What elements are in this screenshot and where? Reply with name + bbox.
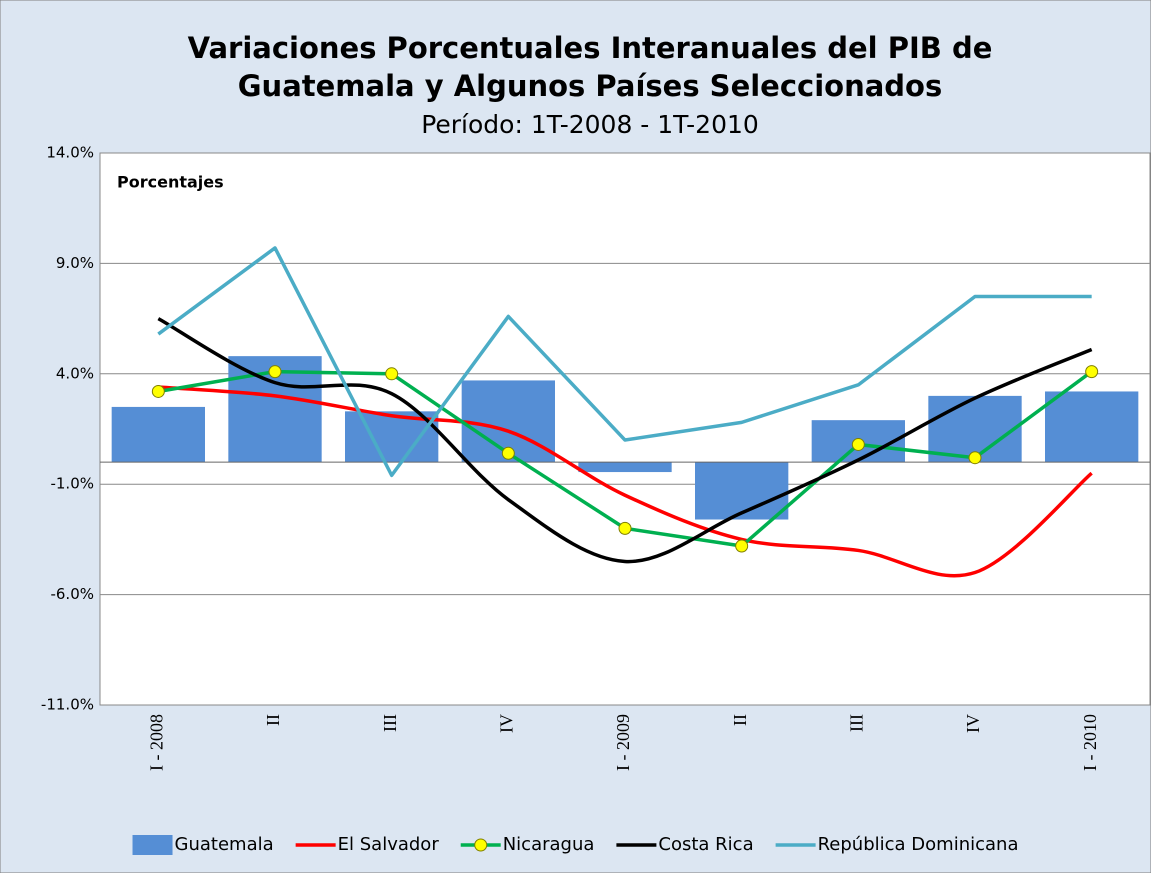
y-tick-label: -6.0% xyxy=(50,585,94,603)
legend-label: El Salvador xyxy=(338,834,440,855)
line xyxy=(157,317,1093,564)
bar xyxy=(1045,391,1139,463)
marker xyxy=(385,367,399,381)
legend-label: República Dominicana xyxy=(818,834,1019,855)
marker xyxy=(968,451,982,465)
y-tick-label: -1.0% xyxy=(50,475,94,493)
annotation: Porcentajes xyxy=(117,173,224,192)
legend-label: Guatemala xyxy=(175,834,274,855)
y-tick-label: -11.0% xyxy=(41,696,94,714)
marker xyxy=(735,539,749,553)
chart-subtitle: Período: 1T-2008 - 1T-2010 xyxy=(421,110,759,139)
bar xyxy=(928,395,1022,463)
line xyxy=(158,385,1093,578)
legend-label: Nicaragua xyxy=(503,834,595,855)
bar xyxy=(695,462,789,520)
legend: Guatemala El Salvador Nicaragua Costa Rica R… xyxy=(132,834,1019,855)
marker xyxy=(268,365,282,379)
bar xyxy=(578,462,672,473)
legend-swatch xyxy=(132,835,173,855)
x-tick-label: II xyxy=(730,714,750,726)
y-tick-label: 14.0% xyxy=(46,144,94,162)
x-tick-label: III xyxy=(380,714,400,732)
legend-swatch xyxy=(460,838,501,852)
marker xyxy=(151,384,165,398)
legend-swatch-marker xyxy=(474,838,488,852)
x-tick-label: I - 2010 xyxy=(1080,714,1100,771)
legend-label: Costa Rica xyxy=(658,834,753,855)
marker xyxy=(501,446,515,460)
chart-title: Guatemala y Algunos Países Seleccionados xyxy=(238,69,943,103)
y-tick-label: 4.0% xyxy=(56,364,94,382)
marker xyxy=(1085,365,1099,379)
marker xyxy=(618,521,632,535)
x-tick-label: III xyxy=(846,714,866,732)
x-tick-label: II xyxy=(263,714,283,726)
bar xyxy=(111,406,205,463)
x-tick-label: I - 2009 xyxy=(613,714,633,771)
y-tick-label: 9.0% xyxy=(56,254,94,272)
x-tick-label: I - 2008 xyxy=(146,714,166,771)
marker xyxy=(851,437,865,451)
x-tick-label: IV xyxy=(963,714,983,733)
chart-title: Variaciones Porcentuales Interanuales de… xyxy=(188,31,993,65)
x-tick-label: IV xyxy=(496,714,516,733)
legend-swatch-bar xyxy=(132,835,173,855)
line xyxy=(157,246,1092,478)
